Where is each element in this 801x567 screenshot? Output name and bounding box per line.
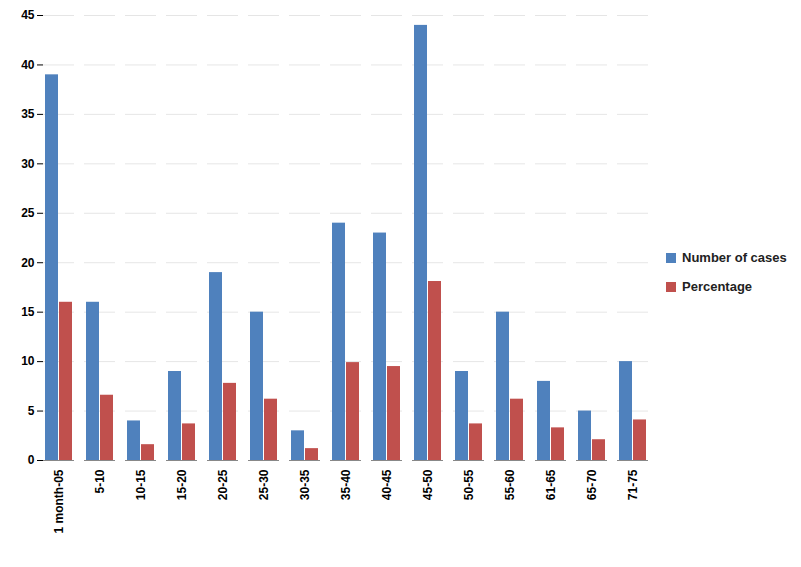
- svg-text:20: 20: [21, 256, 35, 270]
- svg-text:30-35: 30-35: [298, 469, 312, 500]
- svg-text:65-70: 65-70: [585, 469, 599, 500]
- svg-text:5: 5: [28, 404, 35, 418]
- svg-text:35-40: 35-40: [339, 469, 353, 500]
- svg-text:50-55: 50-55: [462, 469, 476, 500]
- html-text:Number of cases: Number of cases: [682, 250, 787, 265]
- svg-text:25: 25: [21, 206, 35, 220]
- svg-text:10-15: 10-15: [134, 469, 148, 500]
- svg-text:5-10: 5-10: [93, 469, 107, 493]
- svg-text:25-30: 25-30: [257, 469, 271, 500]
- svg-text:0: 0: [28, 453, 35, 467]
- svg-text:35: 35: [21, 107, 35, 121]
- svg-text:30: 30: [21, 157, 35, 171]
- svg-text:71-75: 71-75: [626, 469, 640, 500]
- svg-text:55-60: 55-60: [503, 469, 517, 500]
- svg-text:1 month-05: 1 month-05: [52, 469, 66, 533]
- svg-text:10: 10: [21, 354, 35, 368]
- svg-text:20-25: 20-25: [216, 469, 230, 500]
- html-text:Percentage: Percentage: [682, 279, 753, 294]
- svg-text:45: 45: [21, 8, 35, 22]
- svg-text:45-50: 45-50: [421, 469, 435, 500]
- svg-text:40-45: 40-45: [380, 469, 394, 500]
- svg-text:61-65: 61-65: [544, 469, 558, 500]
- svg-text:15: 15: [21, 305, 35, 319]
- svg-text:40: 40: [21, 58, 35, 72]
- svg-text:15-20: 15-20: [175, 469, 189, 500]
